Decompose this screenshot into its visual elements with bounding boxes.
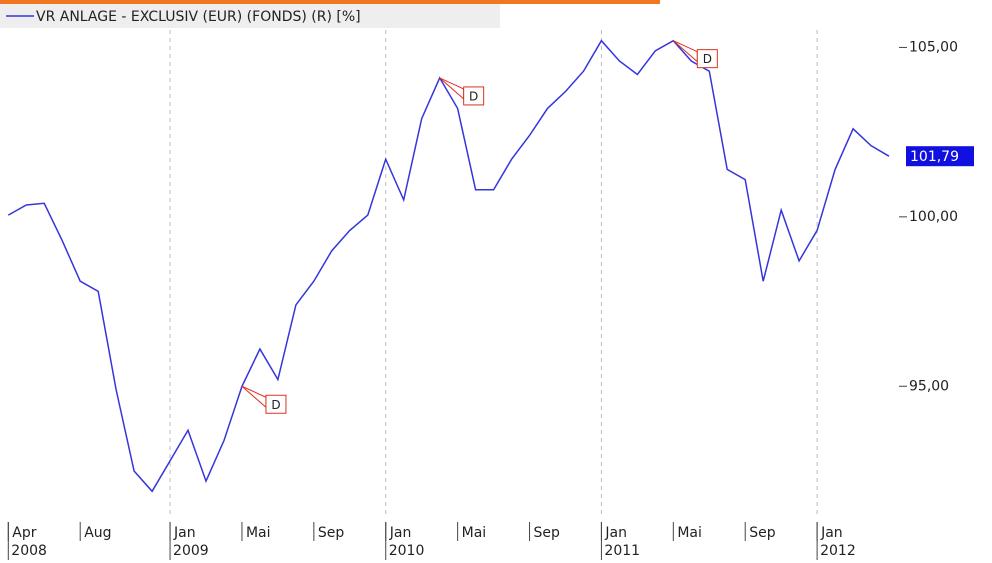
- x-tick-label: Jan: [604, 525, 627, 541]
- x-tick-label: Mai: [462, 525, 487, 541]
- year-label: 2008: [11, 543, 47, 559]
- x-tick-label: Jan: [389, 525, 412, 541]
- x-tick-label: Jan: [820, 525, 843, 541]
- legend-label: VR ANLAGE - EXCLUSIV (EUR) (FONDS) (R) […: [36, 9, 361, 25]
- y-tick-label: 105,00: [909, 39, 958, 55]
- last-value-label: 101,79: [910, 149, 959, 165]
- x-tick-label: Sep: [534, 525, 561, 541]
- x-tick-label: Sep: [749, 525, 776, 541]
- annotation-box: [463, 86, 485, 106]
- top-bar: [0, 0, 660, 4]
- year-label: 2011: [604, 543, 640, 559]
- x-tick-label: Sep: [318, 525, 345, 541]
- x-tick-label: Aug: [84, 525, 111, 541]
- y-tick-label: 100,00: [909, 209, 958, 225]
- series-line: [7, 39, 890, 493]
- y-tick-label: 95,00: [909, 378, 949, 394]
- x-tick-label: Mai: [246, 525, 271, 541]
- annotation-label: D: [271, 398, 280, 412]
- annotation-pointer: [241, 385, 267, 409]
- annotation-label: D: [469, 89, 478, 103]
- x-tick-label: Jan: [173, 525, 196, 541]
- legend-box: [0, 4, 500, 28]
- year-label: 2012: [820, 543, 856, 559]
- annotation-pointer: [439, 77, 465, 101]
- annotation-pointer: [672, 40, 698, 63]
- year-label: 2009: [173, 543, 209, 559]
- annotation-label: D: [703, 52, 712, 66]
- annotation-box: [265, 394, 287, 414]
- x-tick-label: Mai: [677, 525, 702, 541]
- annotation-box: [696, 49, 718, 69]
- x-tick-label: Apr: [12, 525, 36, 541]
- year-label: 2010: [389, 543, 425, 559]
- last-value-box: [906, 146, 974, 167]
